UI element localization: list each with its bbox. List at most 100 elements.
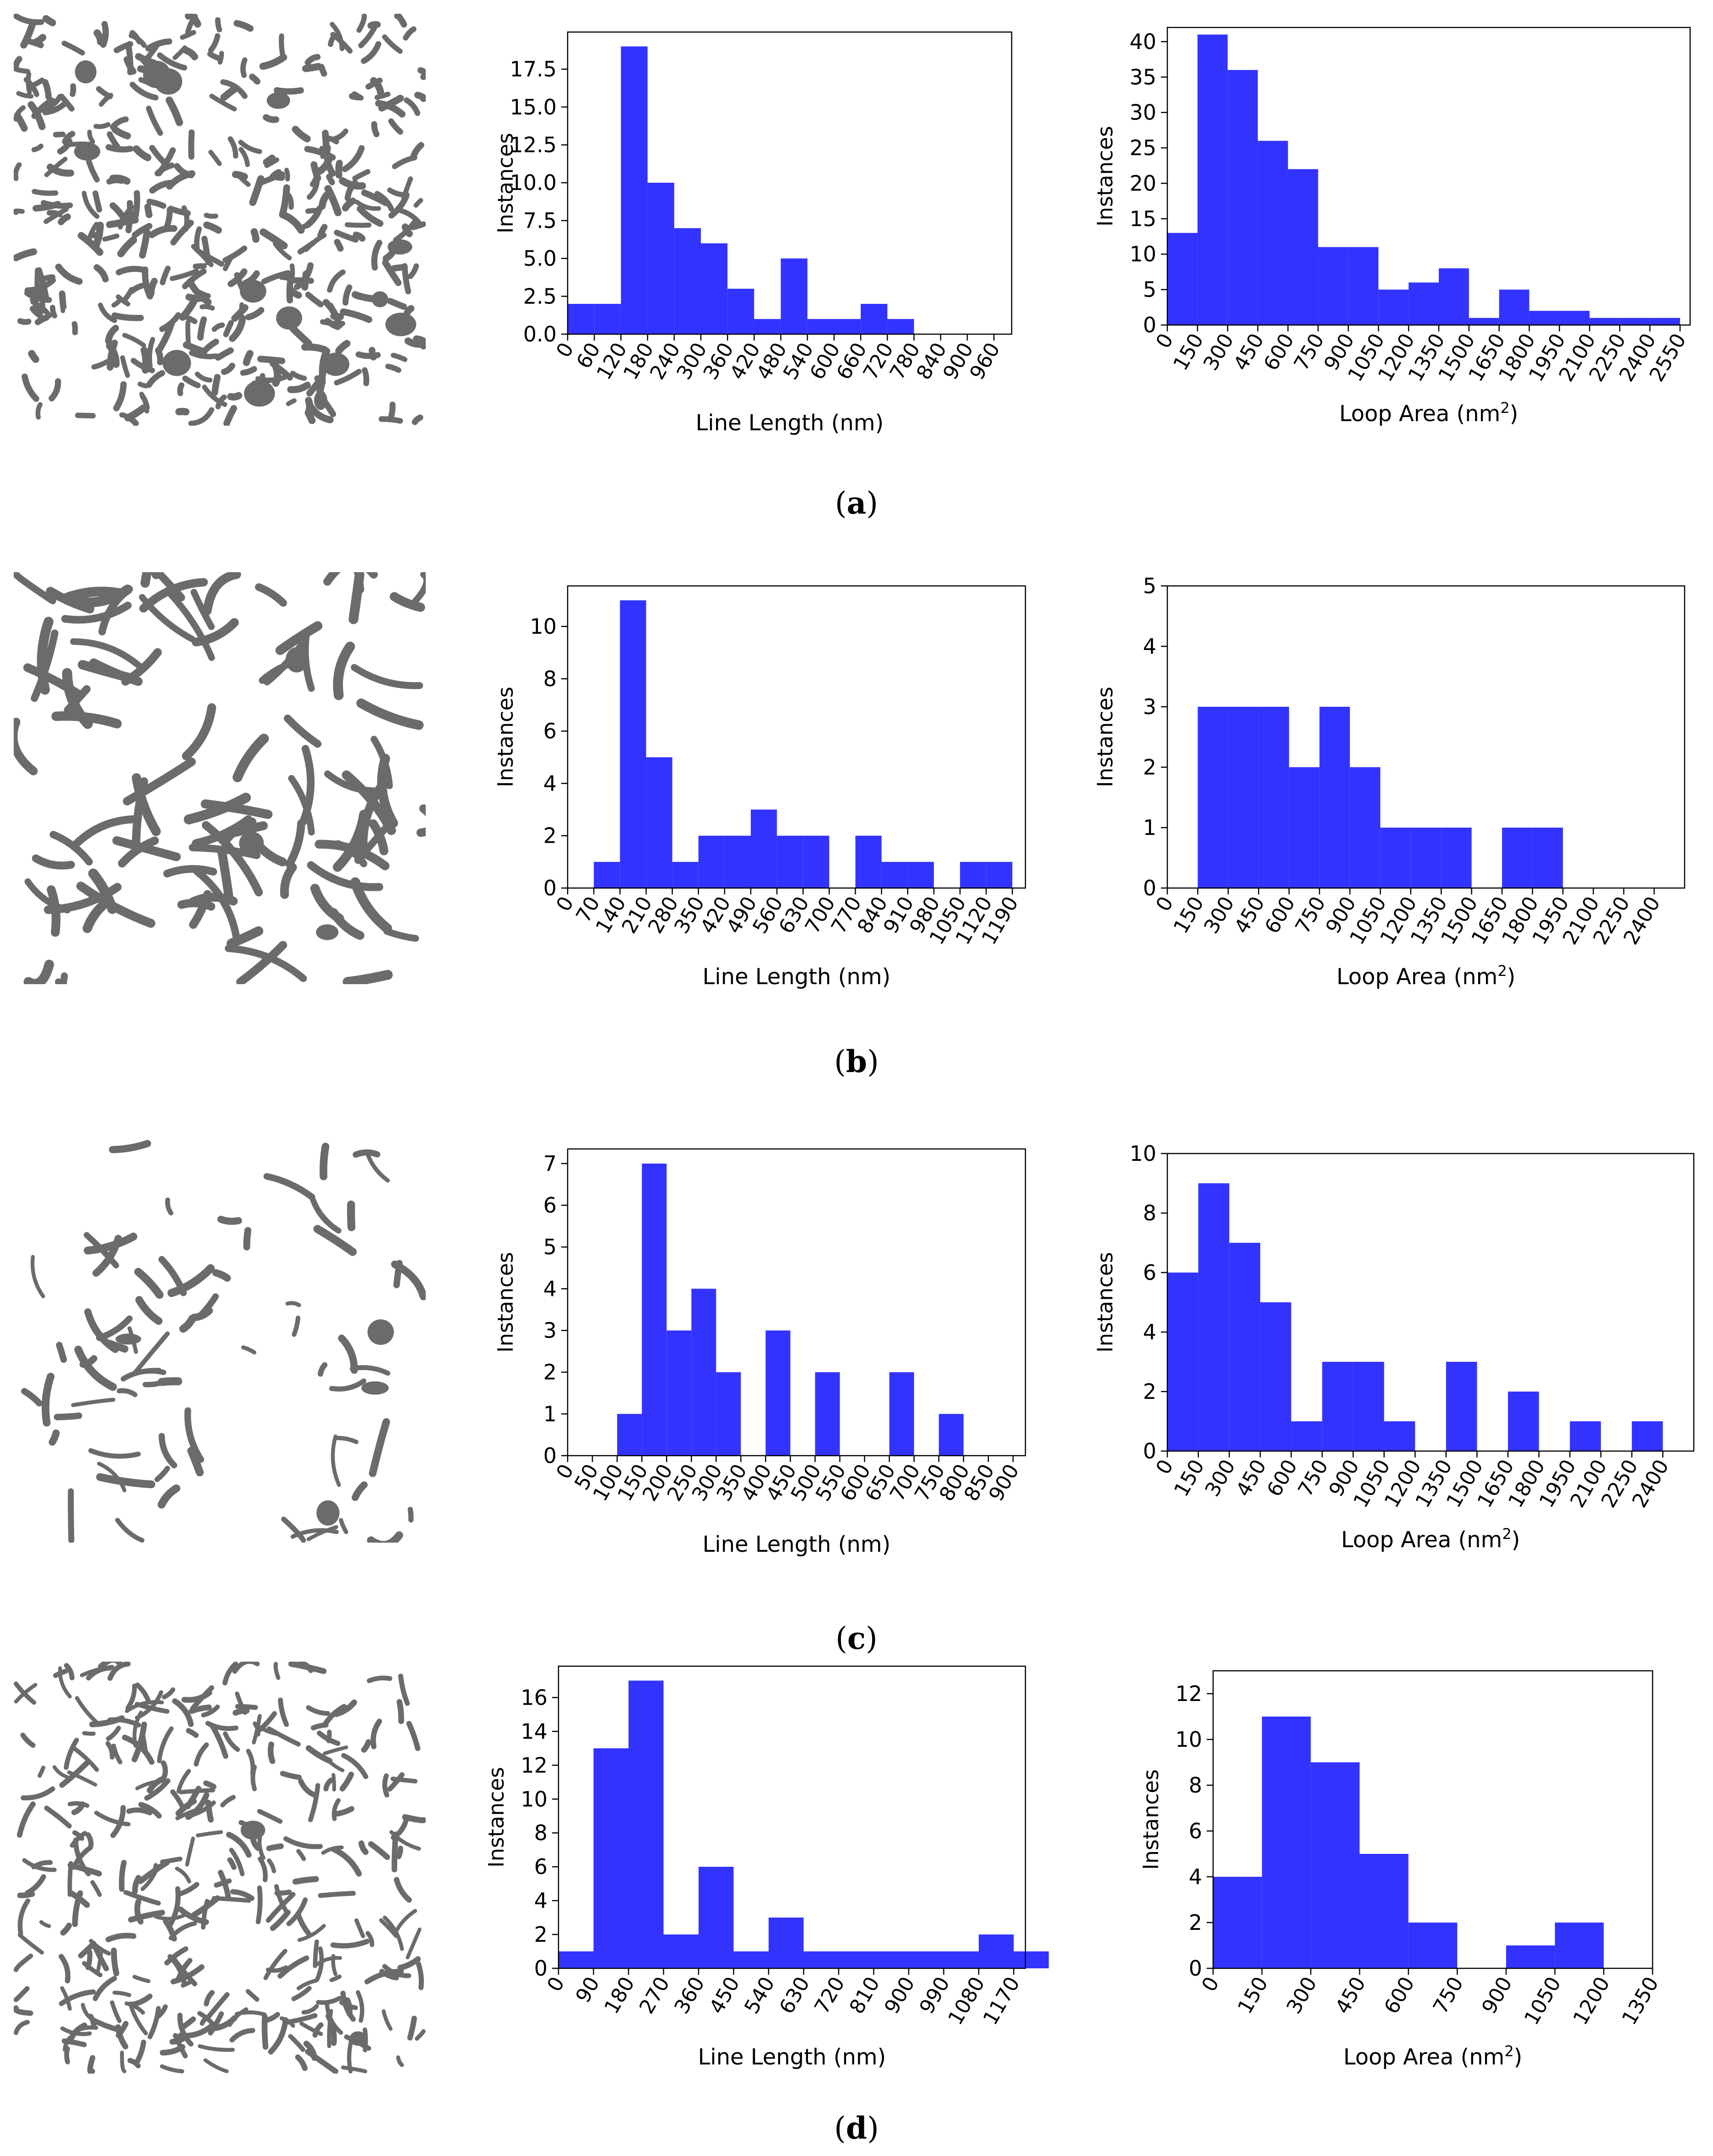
grain [356, 698, 424, 730]
grain [58, 213, 71, 226]
grain [14, 2020, 30, 2035]
grain [339, 1771, 354, 1792]
grain [215, 347, 234, 361]
grain [128, 1993, 153, 2008]
grain [255, 583, 287, 607]
bar [1229, 1243, 1260, 1451]
panel-label-b: (b) [834, 1044, 879, 1079]
grain [87, 2055, 96, 2074]
grain [133, 145, 152, 162]
y-tick-label: 12 [1175, 1681, 1202, 1706]
grain [299, 2021, 323, 2036]
y-tick-label: 2 [534, 1922, 548, 1947]
grain-texture [14, 1662, 426, 2074]
grain [220, 1795, 236, 1808]
grain [334, 368, 362, 385]
grain [17, 1891, 35, 1898]
grain [188, 129, 195, 160]
grain [42, 79, 52, 100]
grain [417, 67, 426, 80]
grain [67, 1801, 90, 1808]
grain [357, 205, 384, 227]
grain [140, 393, 150, 411]
grain [83, 1232, 137, 1255]
grain [315, 1956, 342, 1966]
grain [381, 2009, 393, 2031]
grain [116, 1388, 138, 1398]
grain [387, 187, 410, 198]
grain [354, 200, 381, 211]
plot-frame [558, 1665, 1026, 1969]
grain [285, 2013, 318, 2025]
grain [313, 1939, 319, 1968]
x-tick-label: 450 [1231, 1456, 1271, 1501]
grain [197, 316, 207, 341]
bars [1167, 1183, 1663, 1451]
grain [177, 2012, 194, 2047]
grain [44, 157, 68, 178]
bar [1291, 1421, 1323, 1451]
grain [233, 20, 254, 32]
grain [124, 404, 147, 422]
grain [197, 2011, 218, 2031]
grain [42, 15, 56, 27]
grain [407, 263, 419, 279]
grain [266, 1892, 296, 1923]
grain [162, 1687, 175, 1700]
grain [138, 1802, 162, 1819]
x-tick-label: 180 [600, 1973, 639, 2018]
x-tick-label: 750 [1294, 1456, 1333, 1501]
grain [211, 322, 225, 332]
grain [154, 1466, 170, 1482]
grain [42, 274, 55, 282]
grain [146, 199, 167, 209]
line-length-histogram-a: 0.0 2.5 5.0 7.5 10.0 12.5 15.0 17.5 060120180240… [493, 31, 1013, 436]
grain [85, 1950, 92, 1970]
bar [672, 861, 699, 888]
grain [340, 1990, 356, 2022]
grain [44, 1805, 72, 1829]
bar [881, 861, 908, 888]
grain [239, 147, 250, 167]
grain [67, 1770, 98, 1787]
grain [57, 138, 73, 155]
bar [1319, 707, 1350, 888]
x-tick-label: 630 [775, 1973, 814, 2018]
grain [290, 370, 307, 381]
grain [98, 303, 117, 323]
grain [413, 198, 423, 208]
grain [49, 831, 93, 866]
x-axis: 0701402102803504204905606307007708409109… [552, 888, 1023, 948]
grain [122, 333, 146, 348]
grain [367, 1531, 403, 1543]
grain [16, 1801, 36, 1838]
bar [1380, 828, 1411, 888]
x-tick-label: 150 [1169, 893, 1209, 937]
grain [149, 179, 176, 194]
grain [165, 1197, 173, 1216]
grain [354, 293, 367, 300]
grain [261, 270, 291, 284]
grain [339, 1518, 348, 1534]
grain [16, 91, 34, 99]
bar [1360, 1854, 1409, 1968]
grain [21, 1786, 55, 1801]
grain [181, 205, 190, 232]
x-tick-label: 450 [705, 1973, 744, 2018]
grain [331, 1434, 341, 1487]
grain [308, 1783, 320, 1822]
y-tick-label: 6 [1143, 1260, 1156, 1285]
y-tick-label: 17.5 [510, 57, 557, 81]
grain [303, 2041, 318, 2061]
grain [203, 2058, 229, 2074]
grain [361, 190, 390, 206]
grain [117, 236, 137, 258]
grain [185, 315, 198, 325]
grain [203, 1780, 217, 1790]
grain [249, 73, 260, 85]
grain [122, 1734, 155, 1765]
grain [175, 1866, 191, 1884]
grain [179, 296, 198, 321]
grain [197, 290, 211, 299]
bar [1198, 707, 1228, 888]
